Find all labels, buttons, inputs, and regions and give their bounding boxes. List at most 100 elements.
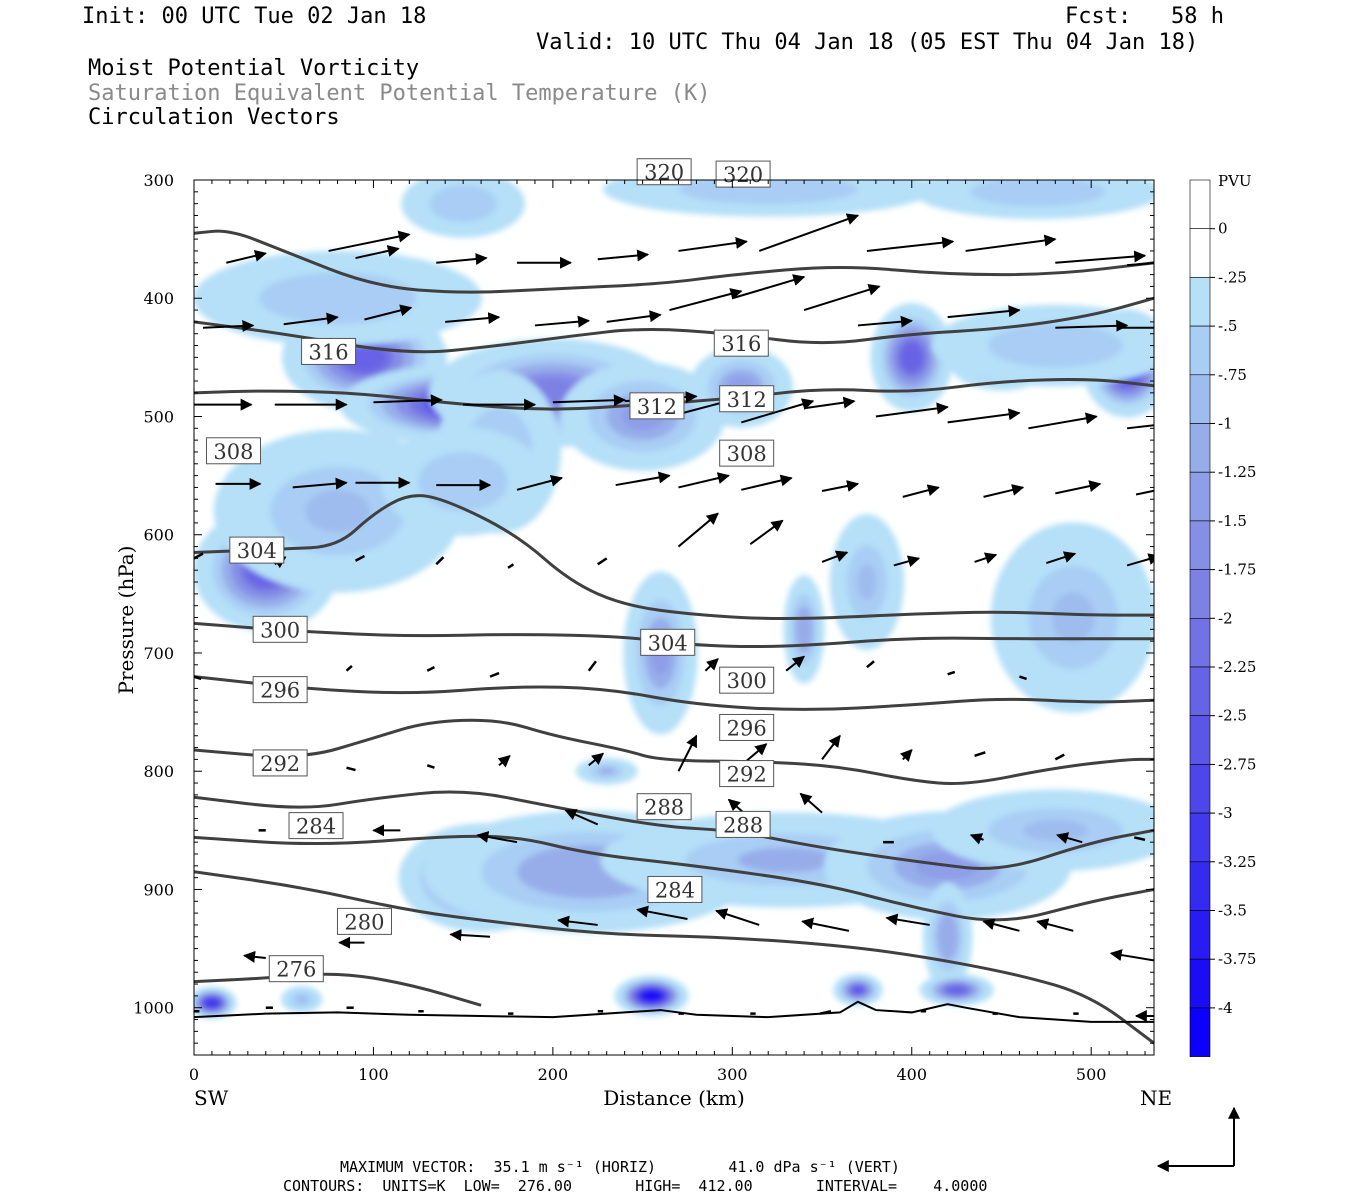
vector-arrow bbox=[974, 552, 998, 564]
field-title-circulation: Circulation Vectors bbox=[88, 105, 340, 130]
terrain-line bbox=[194, 1000, 1154, 1023]
vector-arrow bbox=[597, 249, 650, 262]
colorbar-label: -.75 bbox=[1218, 366, 1247, 384]
pv-blob-core bbox=[1005, 184, 1070, 199]
vector-arrow bbox=[354, 554, 366, 562]
theta-contour bbox=[194, 834, 1154, 922]
vector-arrow bbox=[1055, 250, 1147, 264]
vector-arrow bbox=[857, 315, 913, 328]
colorbar-swatch bbox=[1189, 277, 1211, 327]
vector-arrow bbox=[597, 557, 608, 566]
vector-arrow bbox=[588, 752, 605, 767]
pv-blob-core bbox=[447, 194, 480, 213]
contour-label: 300 bbox=[719, 666, 775, 694]
y-tick-label: 800 bbox=[143, 762, 174, 781]
theta-contour bbox=[194, 494, 1154, 621]
contour-label-box bbox=[288, 812, 344, 840]
vector-arrow bbox=[669, 288, 743, 312]
vector-arrow bbox=[345, 665, 353, 672]
vector-arrow bbox=[715, 908, 760, 926]
contour-label: 304 bbox=[229, 536, 285, 564]
vector-arrow bbox=[902, 484, 940, 498]
vector-arrow bbox=[821, 480, 860, 492]
colorbar-label: -2.25 bbox=[1218, 658, 1256, 676]
vector-arrow bbox=[819, 1010, 832, 1015]
theta-contour bbox=[194, 870, 1154, 1045]
vector-arrow bbox=[557, 915, 598, 928]
contour-label: 284 bbox=[647, 875, 703, 903]
vector-arrow bbox=[1055, 480, 1102, 495]
vector-arrow bbox=[436, 253, 488, 266]
vector-arrow bbox=[226, 249, 267, 264]
contour-label-box bbox=[629, 392, 685, 420]
contour-label-text: 296 bbox=[260, 679, 300, 703]
contour-label-box bbox=[719, 439, 775, 467]
vector-arrow bbox=[1126, 424, 1154, 430]
vector-arrow bbox=[803, 396, 856, 410]
contour-label: 284 bbox=[288, 812, 344, 840]
max-vector-note: MAXIMUM VECTOR: 35.1 m s⁻¹ (HORIZ) 41.0 … bbox=[340, 1158, 900, 1176]
vector-arrow bbox=[821, 550, 849, 563]
contour-label-text: 292 bbox=[727, 763, 767, 787]
contour-label-box bbox=[301, 337, 357, 365]
contour-label: 308 bbox=[205, 437, 261, 465]
theta-contour bbox=[194, 229, 1154, 294]
x-tick-label: 200 bbox=[538, 1065, 569, 1084]
colorbar-swatch bbox=[1189, 569, 1211, 619]
contour-label-text: 320 bbox=[723, 163, 763, 187]
vector-arrow bbox=[803, 283, 881, 312]
pv-blob-core bbox=[299, 285, 376, 311]
contour-label: 312 bbox=[629, 392, 685, 420]
colorbar-swatch bbox=[1189, 910, 1211, 960]
vector-arrow bbox=[435, 556, 445, 566]
y-tick-label: 900 bbox=[143, 880, 174, 899]
pv-blob-core bbox=[1023, 334, 1088, 357]
vector-arrow bbox=[283, 312, 339, 326]
vector-arrow bbox=[799, 792, 823, 814]
vector-arrow bbox=[292, 477, 348, 490]
colorbar-unit-label: PVU bbox=[1218, 172, 1252, 190]
vector-arrow bbox=[1126, 553, 1154, 567]
contour-label: 280 bbox=[336, 907, 392, 935]
y-tick-label: 400 bbox=[143, 289, 174, 308]
vector-arrow bbox=[426, 764, 435, 769]
contour-label: 312 bbox=[719, 385, 775, 413]
contour-label-text: 308 bbox=[727, 442, 767, 466]
contour-label-box bbox=[252, 676, 308, 704]
contour-label-text: 284 bbox=[655, 878, 695, 902]
theta-contour bbox=[194, 972, 482, 1007]
colorbar-swatch bbox=[1189, 958, 1211, 1009]
colorbar-swatch bbox=[1189, 666, 1211, 717]
colorbar-swatch bbox=[1189, 423, 1211, 473]
colorbar-label: -2.75 bbox=[1218, 755, 1256, 773]
contour-label-text: 280 bbox=[344, 910, 384, 934]
colorbar-swatch bbox=[1189, 617, 1211, 668]
vector-arrow bbox=[534, 315, 590, 328]
vector-arrow bbox=[1135, 489, 1154, 496]
vector-arrow bbox=[194, 552, 204, 560]
colorbar-swatch bbox=[1189, 179, 1211, 230]
x-tick-label: 500 bbox=[1076, 1065, 1107, 1084]
colorbar-label: -.25 bbox=[1218, 268, 1247, 286]
circulation-vectors bbox=[194, 213, 1154, 1022]
vector-arrow bbox=[974, 751, 986, 758]
vector-arrow bbox=[587, 660, 597, 672]
colorbar-swatch bbox=[1189, 715, 1211, 765]
vector-arrow bbox=[885, 913, 930, 926]
pv-blob-core bbox=[441, 467, 485, 496]
vector-arrow bbox=[677, 734, 698, 772]
theta-contour bbox=[194, 621, 1154, 649]
y-tick-label: 500 bbox=[143, 407, 174, 426]
contour-label: 300 bbox=[252, 615, 308, 643]
y-tick-label: 1000 bbox=[133, 999, 174, 1018]
init-time-label: Init: 00 UTC Tue 02 Jan 18 bbox=[82, 4, 427, 29]
vector-arrow bbox=[426, 666, 436, 672]
contour-label-box bbox=[719, 666, 775, 694]
vector-arrow bbox=[704, 658, 719, 672]
colorbar-label: -3.75 bbox=[1218, 950, 1256, 968]
contour-label: 276 bbox=[268, 955, 324, 983]
vector-arrow bbox=[758, 213, 860, 252]
contour-label-text: 300 bbox=[260, 618, 300, 642]
vector-arrow bbox=[507, 563, 515, 569]
pv-blob-core bbox=[946, 985, 967, 995]
